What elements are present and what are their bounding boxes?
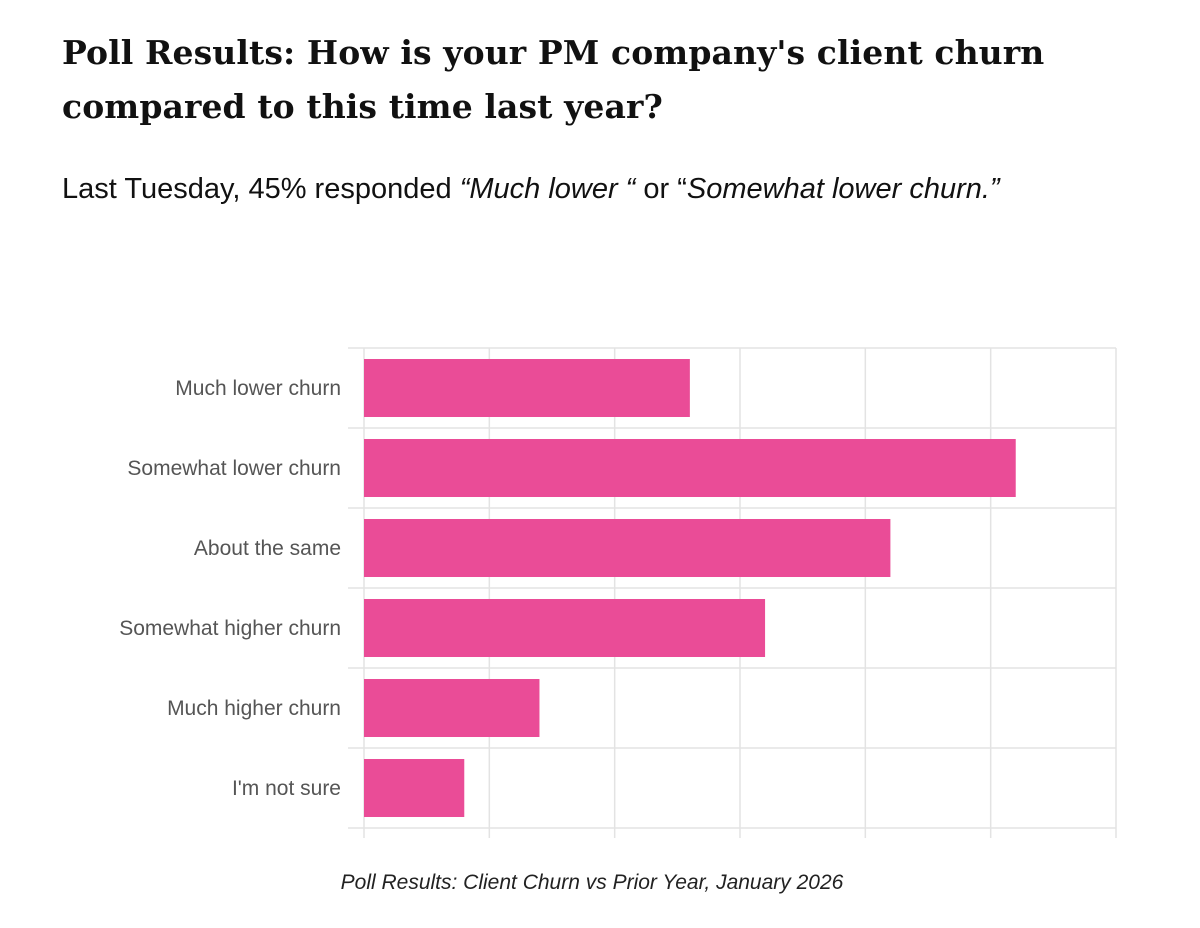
category-label: Much lower churn [175,377,341,400]
summary-text: Last Tuesday, 45% responded “Much lower … [62,167,1122,212]
category-label: I'm not sure [232,777,341,800]
summary-option-1: “Much lower “ [459,173,636,205]
bar-chart: Much lower churn Somewhat lower churn Abou… [119,347,1117,838]
bar-about-the-same [364,519,891,577]
category-label: Somewhat lower churn [127,457,341,480]
bar-somewhat-lower-churn [364,439,1016,497]
title-line-1: Poll Results: How is your PM company's c… [62,33,1045,72]
category-label: Much higher churn [167,697,341,720]
category-label: Somewhat higher churn [119,617,341,640]
page-title: Poll Results: How is your PM company's c… [62,26,1162,134]
chart-caption: Poll Results: Client Churn vs Prior Year… [340,871,844,894]
summary-joiner: or “ [635,173,687,205]
category-label: About the same [194,537,341,560]
chart-area: Much lower churn Somewhat lower churn Abou… [0,330,1200,860]
bar-somewhat-higher-churn [364,599,766,657]
summary-prefix: Last Tuesday, 45% responded [62,173,460,205]
bar-much-lower-churn [364,359,690,417]
bar-much-higher-churn [364,679,540,737]
bar-i-m-not-sure [364,759,465,817]
title-line-2: compared to this time last year? [62,87,663,126]
summary-option-2: Somewhat lower churn.” [686,173,1000,205]
